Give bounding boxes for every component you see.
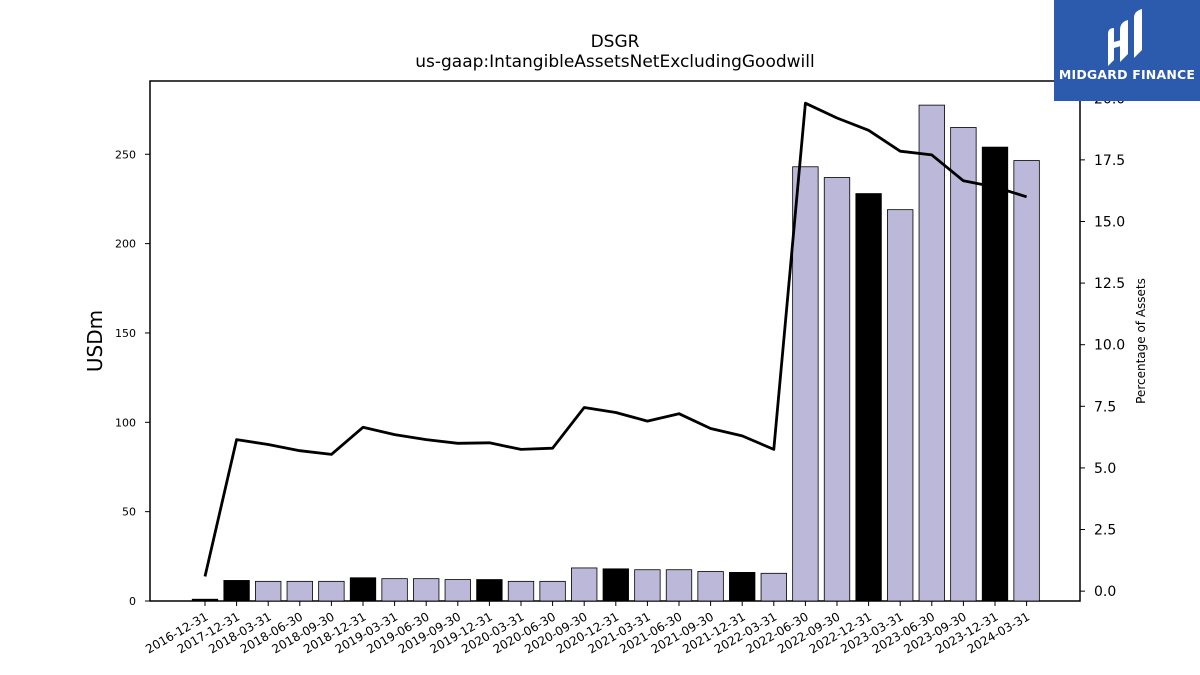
bar-2023-12-31 (981, 146, 1009, 602)
bar-2019-09-30 (444, 579, 471, 602)
left-tick-label: 200 (115, 238, 136, 251)
left-axis: 0 50 100 150 200 250 (115, 148, 150, 608)
bar-2024-03-31 (1013, 160, 1040, 602)
left-tick-label: 0 (129, 595, 136, 608)
bar-2022-03-31 (760, 572, 787, 602)
right-axis: 0.02.55.07.510.012.515.017.520.0 (1080, 91, 1125, 600)
midgard-logo-icon (1108, 9, 1142, 66)
bar-2020-03-31 (507, 580, 535, 602)
right-tick-label: 2.5 (1094, 523, 1116, 539)
bar-2018-03-31 (255, 580, 282, 602)
bar-2020-12-31 (602, 568, 629, 602)
bar-2018-12-31 (349, 577, 377, 602)
left-tick-label: 50 (122, 506, 136, 519)
bar-2022-12-31 (855, 193, 882, 602)
bar-2021-12-31 (729, 572, 756, 602)
left-tick-label: 100 (115, 416, 136, 429)
bar-2023-09-30 (950, 127, 977, 602)
bar-2017-12-31 (223, 580, 250, 602)
right-tick-label: 17.5 (1094, 153, 1125, 169)
right-tick-label: 12.5 (1094, 276, 1125, 292)
right-tick-label: 10.0 (1094, 338, 1125, 354)
x-axis: 2016-12-312017-12-312018-03-312018-06-30… (143, 601, 1032, 656)
bar-2022-06-30 (792, 166, 819, 602)
percentage-line (203, 101, 1028, 577)
y-axis-label-left: USDm (83, 310, 107, 372)
left-tick-label: 250 (115, 148, 136, 161)
y-axis-label-right: Percentage of Assets (1134, 278, 1148, 404)
bar-2023-03-31 (887, 209, 914, 602)
bar-2019-06-30 (413, 578, 440, 602)
right-tick-label: 7.5 (1094, 399, 1116, 415)
chart-subtitle: us-gaap:IntangibleAssetsNetExcludingGood… (415, 52, 815, 72)
bar-2022-09-30 (823, 177, 851, 602)
bar-2023-06-30 (918, 104, 945, 602)
bar-2021-09-30 (697, 571, 724, 602)
right-tick-label: 15.0 (1094, 214, 1125, 230)
bar-2021-06-30 (665, 569, 693, 602)
bar-2018-06-30 (286, 580, 313, 602)
bar-2019-03-31 (381, 578, 408, 602)
chart-title: DSGR (590, 32, 640, 52)
bar-2020-09-30 (571, 567, 598, 602)
bar-2018-09-30 (318, 580, 345, 602)
bar-2021-03-31 (634, 569, 661, 602)
left-tick-label: 150 (115, 327, 136, 340)
bar-2019-12-31 (476, 579, 503, 602)
right-tick-label: 0.0 (1094, 584, 1116, 600)
right-tick-label: 5.0 (1094, 461, 1116, 477)
bar-2020-06-30 (539, 580, 566, 602)
logo-text: MIDGARD FINANCE (1058, 67, 1196, 82)
bar-2016-12-31 (191, 598, 219, 602)
midgard-finance-logo: MIDGARD FINANCE (1054, 0, 1200, 101)
bar-series (191, 104, 1040, 602)
line-series (203, 101, 1028, 577)
